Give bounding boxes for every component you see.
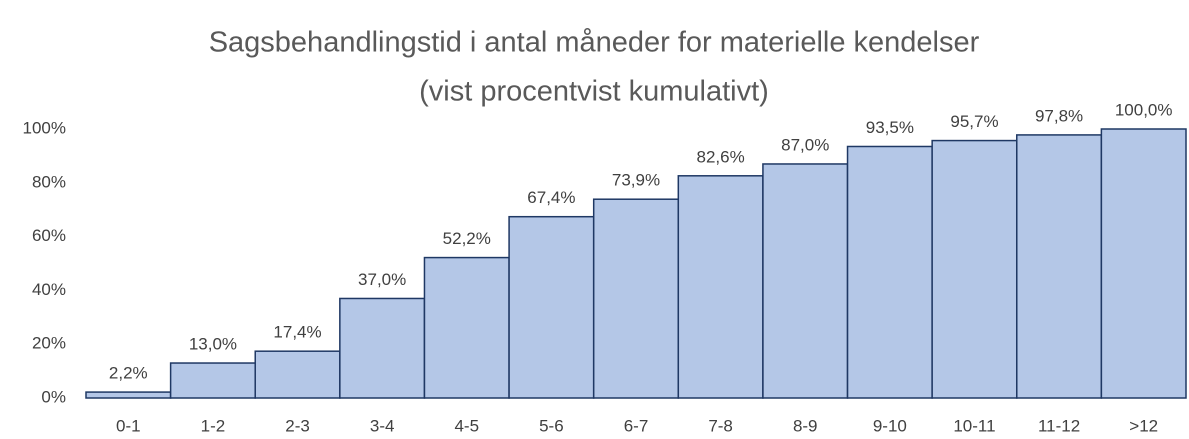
bar (508, 215, 595, 399)
x-tick-label: 6-7 (624, 416, 649, 435)
data-label: 67,4% (527, 188, 575, 207)
bar (1016, 134, 1103, 399)
data-label: 87,0% (781, 135, 829, 154)
data-label: 37,0% (358, 270, 406, 289)
y-tick-label: 0% (41, 387, 66, 406)
x-tick-label: 11-12 (1038, 416, 1080, 435)
data-label: 52,2% (443, 229, 491, 248)
y-tick-label: 60% (32, 226, 66, 245)
chart-subtitle: (vist procentvist kumulativt) (419, 76, 769, 108)
bar (254, 350, 341, 399)
x-tick-label: >12 (1129, 416, 1158, 435)
y-tick-label: 20% (32, 334, 66, 353)
data-label: 100,0% (1115, 100, 1173, 119)
bar (85, 391, 172, 399)
data-label: 2,2% (109, 364, 148, 383)
data-label: 73,9% (612, 171, 660, 190)
data-label: 17,4% (273, 323, 321, 342)
x-tick-label: 8-9 (793, 416, 818, 435)
x-tick-label: 7-8 (708, 416, 733, 435)
data-label: 97,8% (1035, 106, 1083, 125)
bar (339, 297, 426, 399)
data-label: 93,5% (866, 118, 914, 137)
y-tick-label: 40% (32, 280, 66, 299)
data-label: 95,7% (950, 112, 998, 131)
data-label: 13,0% (189, 335, 237, 354)
bar (1100, 128, 1187, 399)
chart-title: Sagsbehandlingstid i antal måneder for m… (209, 27, 980, 59)
x-tick-label: 2-3 (285, 416, 310, 435)
bar (592, 198, 680, 399)
x-tick-label: 4-5 (454, 416, 479, 435)
y-tick-label: 100% (23, 118, 66, 137)
x-tick-label: 1-2 (201, 416, 226, 435)
data-label: 82,6% (697, 147, 745, 166)
bar (846, 145, 933, 399)
x-tick-label: 9-10 (873, 416, 907, 435)
x-tick-label: 0-1 (116, 416, 141, 435)
bar (762, 163, 849, 399)
x-tick-label: 10-11 (953, 416, 995, 435)
bar (931, 139, 1018, 399)
y-tick-label: 80% (32, 172, 66, 191)
bar (677, 175, 764, 399)
bar (423, 256, 510, 399)
x-tick-label: 3-4 (370, 416, 395, 435)
bar (169, 362, 256, 399)
x-tick-label: 5-6 (539, 416, 564, 435)
